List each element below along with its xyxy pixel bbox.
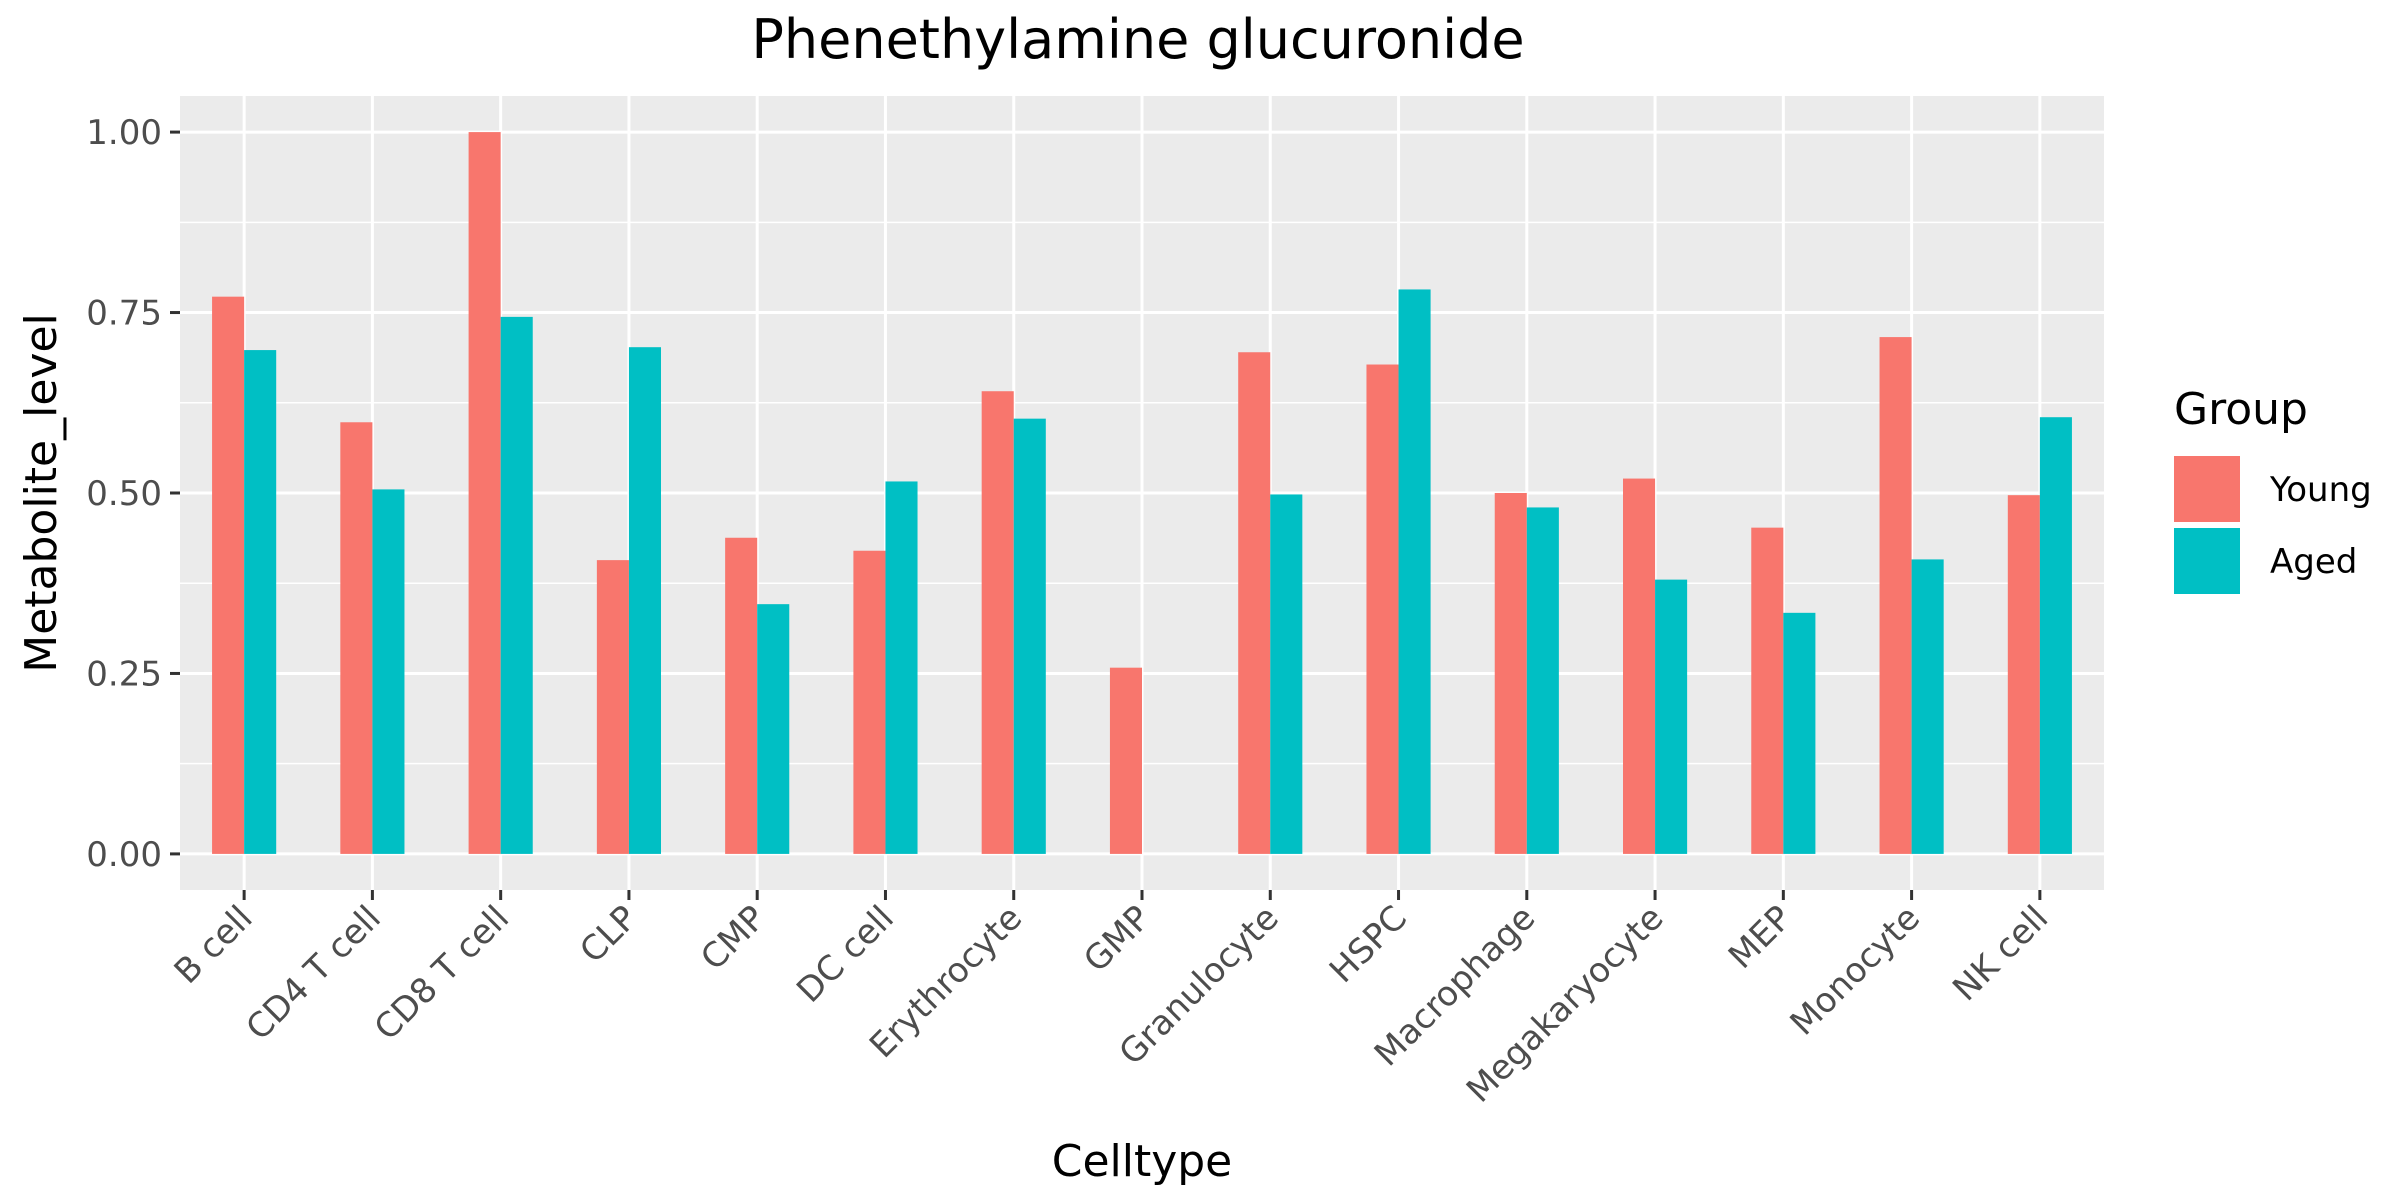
x-tick-label: B cell — [167, 898, 261, 992]
x-tick-label: CMP — [693, 898, 773, 978]
x-tick-label: MEP — [1721, 898, 1800, 977]
legend-key-young — [2174, 456, 2240, 522]
bar-young-cd8-t-cell — [468, 132, 501, 854]
bar-aged-macrophage — [1526, 507, 1559, 854]
bar-aged-cmp — [757, 604, 790, 854]
y-tick-label: 0.50 — [86, 474, 162, 514]
x-tick-label: Monocyte — [1783, 898, 1928, 1043]
bar-aged-megakaryocyte — [1655, 579, 1688, 854]
bar-aged-cd4-t-cell — [372, 489, 405, 854]
x-tick-label: GMP — [1076, 898, 1158, 980]
bar-aged-monocyte — [1911, 559, 1944, 854]
x-tick-label: CD8 T cell — [367, 898, 517, 1048]
bar-young-dc-cell — [853, 550, 886, 854]
bar-young-clp — [596, 560, 629, 854]
bar-young-hspc — [1366, 364, 1399, 854]
legend: Group Young Aged — [2174, 384, 2372, 594]
y-axis: 0.00 0.25 0.50 0.75 1.00 — [86, 113, 180, 875]
x-tick-label: CD4 T cell — [239, 898, 389, 1048]
legend-key-aged — [2174, 528, 2240, 594]
bar-young-megakaryocyte — [1623, 478, 1656, 854]
bar-young-b-cell — [212, 296, 245, 854]
bar-young-mep — [1751, 527, 1784, 854]
bar-aged-clp — [628, 347, 661, 854]
bar-young-gmp — [1109, 667, 1142, 854]
legend-title: Group — [2174, 384, 2308, 435]
bar-aged-cd8-t-cell — [500, 316, 533, 854]
bar-aged-b-cell — [244, 350, 277, 854]
y-tick-label: 0.00 — [86, 835, 162, 875]
bar-aged-dc-cell — [885, 481, 918, 854]
bar-young-nk-cell — [2007, 495, 2040, 854]
bars — [212, 132, 2072, 854]
y-tick-label: 0.25 — [86, 654, 162, 694]
bar-aged-hspc — [1398, 289, 1431, 854]
bar-young-granulocyte — [1238, 352, 1271, 854]
x-tick-label: CLP — [572, 898, 645, 971]
x-tick-label: DC cell — [789, 898, 902, 1011]
x-axis-title: Celltype — [1052, 1136, 1233, 1187]
legend-label-aged: Aged — [2270, 542, 2357, 582]
bar-young-monocyte — [1879, 337, 1912, 854]
x-tick-label: HSPC — [1322, 898, 1415, 991]
legend-label-young: Young — [2269, 470, 2372, 510]
bar-young-cd4-t-cell — [340, 422, 373, 854]
bar-aged-granulocyte — [1270, 494, 1303, 854]
y-tick-label: 0.75 — [86, 294, 162, 334]
bar-aged-nk-cell — [2039, 417, 2072, 854]
y-axis-title: Metabolite_level — [16, 313, 67, 673]
bar-aged-erythrocyte — [1013, 418, 1046, 854]
bar-young-macrophage — [1494, 493, 1527, 854]
bar-young-cmp — [725, 537, 758, 854]
bar-young-erythrocyte — [981, 391, 1014, 854]
bar-aged-mep — [1783, 612, 1816, 854]
y-tick-label: 1.00 — [86, 113, 162, 153]
x-tick-label: NK cell — [1945, 898, 2056, 1009]
chart-title: Phenethylamine glucuronide — [751, 8, 1524, 71]
